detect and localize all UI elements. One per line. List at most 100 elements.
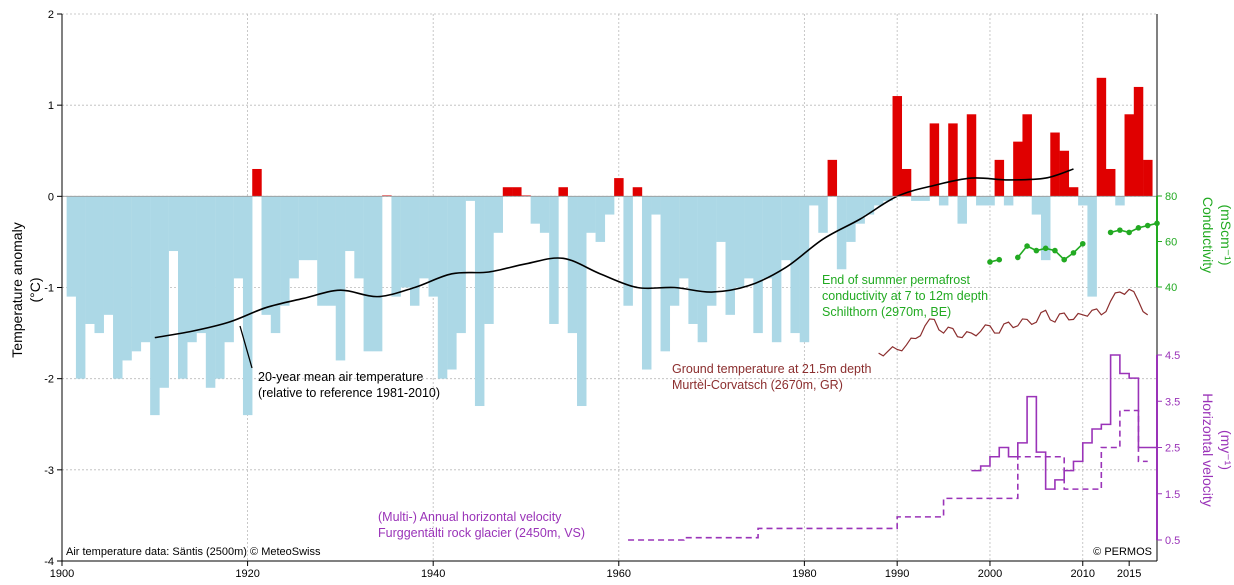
y-axis-label-line2: (°C) bbox=[27, 277, 43, 302]
temperature-bar bbox=[307, 196, 318, 261]
temperature-bar bbox=[196, 196, 207, 334]
velocity-tick-label: 2.5 bbox=[1165, 443, 1180, 455]
temperature-bar bbox=[539, 196, 550, 233]
temperature-bar bbox=[827, 159, 838, 197]
temperature-bar bbox=[577, 196, 587, 407]
y-axis-label-line1: Temperature anomaly bbox=[9, 222, 25, 357]
temperature-bar bbox=[326, 196, 336, 306]
temperature-bar bbox=[113, 196, 123, 379]
temperature-bar bbox=[679, 196, 689, 279]
temperature-bar bbox=[131, 196, 142, 352]
temperature-bar bbox=[298, 196, 309, 261]
y-tick-label: -3 bbox=[44, 465, 54, 477]
conductivity-point bbox=[1061, 256, 1068, 263]
conductivity-point bbox=[1024, 243, 1030, 249]
temperature-bar bbox=[846, 196, 856, 242]
conductivity-point bbox=[1126, 229, 1132, 236]
temperature-bar bbox=[1087, 196, 1097, 297]
velocity-tick-label: 3.5 bbox=[1165, 396, 1180, 408]
temperature-bar bbox=[809, 196, 819, 206]
conductivity-point bbox=[1042, 245, 1049, 252]
velocity-axis-label-line2: (my⁻¹) bbox=[1218, 430, 1234, 470]
temperature-bar bbox=[1133, 86, 1144, 197]
temperature-bar bbox=[567, 196, 578, 334]
x-tick-label: 1900 bbox=[50, 568, 74, 580]
temperature-bar bbox=[753, 196, 763, 334]
conductivity-point bbox=[1117, 227, 1123, 233]
temperature-bar bbox=[632, 187, 643, 197]
temperature-bar bbox=[781, 196, 791, 261]
conductivity-tick-label: 40 bbox=[1165, 282, 1177, 294]
temperature-bar bbox=[512, 187, 522, 197]
temperature-bar bbox=[1078, 196, 1088, 206]
temperature-bar bbox=[75, 196, 86, 379]
temperature-bar bbox=[409, 196, 420, 306]
temperature-bar bbox=[187, 196, 197, 343]
temperature-bar bbox=[790, 196, 800, 334]
x-tick-label: 1940 bbox=[421, 568, 445, 580]
conductivity-axis-label-line1: Conductivity bbox=[1200, 197, 1216, 273]
temperature-bar bbox=[85, 196, 95, 324]
temperature-bar bbox=[762, 196, 773, 279]
conductivity-point bbox=[1144, 222, 1151, 229]
temperature-bar bbox=[474, 196, 485, 407]
conductivity-tick-label: 80 bbox=[1165, 191, 1177, 203]
conductivity-point bbox=[1033, 247, 1040, 254]
temperature-bar bbox=[484, 196, 494, 324]
ground-temperature-line bbox=[878, 288, 1149, 357]
temperature-bar bbox=[289, 196, 299, 279]
conductivity-point bbox=[1052, 247, 1058, 254]
temperature-bar bbox=[521, 195, 531, 197]
temperature-bar bbox=[669, 196, 680, 306]
temperature-bar bbox=[502, 187, 513, 197]
temperature-bar bbox=[428, 196, 439, 297]
temperature-bar bbox=[122, 196, 132, 361]
temperature-bar bbox=[317, 196, 327, 306]
conductivity-label-line1: End of summer permafrost bbox=[822, 273, 970, 287]
temperature-bar bbox=[159, 196, 169, 388]
temperature-bar bbox=[1022, 114, 1032, 197]
temperature-bar bbox=[382, 195, 392, 197]
y-tick-label: 1 bbox=[48, 100, 54, 112]
temperature-bar bbox=[270, 196, 281, 334]
temperature-bar bbox=[363, 196, 374, 352]
temperature-bar bbox=[920, 196, 930, 201]
temperature-bar bbox=[911, 196, 921, 201]
y-tick-label: -1 bbox=[44, 283, 54, 295]
temperature-bar bbox=[595, 196, 606, 242]
temperature-bar bbox=[836, 196, 847, 270]
temperature-bar bbox=[883, 196, 893, 201]
conductivity-point bbox=[1107, 229, 1114, 236]
x-tick-label: 2010 bbox=[1071, 568, 1095, 580]
temperature-bar bbox=[205, 196, 216, 388]
ground-label-line1: Ground temperature at 21.5m depth bbox=[672, 362, 871, 376]
temperature-bar bbox=[354, 196, 364, 279]
temperature-bar bbox=[1050, 132, 1060, 197]
y-tick-label: -4 bbox=[44, 556, 54, 568]
conductivity-label-line2: conductivity at 7 to 12m depth bbox=[822, 289, 988, 303]
temperature-bar bbox=[614, 178, 624, 197]
velocity-label-line2: Furggentälti rock glacier (2450m, VS) bbox=[378, 526, 585, 540]
temperature-bar bbox=[261, 196, 271, 315]
temperature-bar bbox=[252, 168, 262, 197]
temperature-bar bbox=[586, 196, 596, 233]
x-tick-label: 2000 bbox=[978, 568, 1002, 580]
temperature-bar bbox=[66, 196, 77, 297]
temperature-bar bbox=[957, 196, 967, 224]
temperature-bar bbox=[697, 196, 708, 343]
velocity-label-line1: (Multi-) Annual horizontal velocity bbox=[378, 510, 562, 524]
temperature-bar bbox=[391, 196, 401, 297]
temperature-bar bbox=[688, 196, 698, 324]
temperature-bar bbox=[864, 196, 875, 215]
temperature-bar bbox=[140, 196, 151, 343]
temperature-bar bbox=[1013, 141, 1023, 197]
x-tick-label: 1980 bbox=[792, 568, 816, 580]
mean-label-line2: (relative to reference 1981-2010) bbox=[258, 386, 440, 400]
source-right: © PERMOS bbox=[1093, 546, 1152, 558]
temperature-bar bbox=[855, 196, 865, 224]
temperature-bar bbox=[215, 196, 225, 379]
velocity-axis-label-line1: Horizontal velocity bbox=[1200, 393, 1216, 507]
temperature-bar bbox=[734, 196, 745, 288]
temperature-bar bbox=[530, 196, 541, 224]
